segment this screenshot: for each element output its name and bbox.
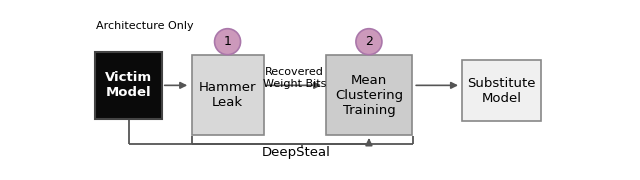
FancyBboxPatch shape	[462, 60, 541, 121]
Text: 2: 2	[365, 35, 373, 48]
Text: DeepSteal: DeepSteal	[261, 146, 330, 159]
Text: Mean
Clustering
Training: Mean Clustering Training	[335, 74, 403, 117]
Text: Recovered
Weight Bits: Recovered Weight Bits	[263, 67, 326, 89]
FancyBboxPatch shape	[326, 55, 412, 135]
Text: Hammer
Leak: Hammer Leak	[199, 81, 256, 109]
Text: Victim
Model: Victim Model	[105, 71, 152, 99]
FancyBboxPatch shape	[95, 52, 162, 119]
Ellipse shape	[214, 29, 241, 55]
Text: Architecture Only: Architecture Only	[96, 21, 193, 31]
Ellipse shape	[356, 29, 382, 55]
FancyBboxPatch shape	[191, 55, 264, 135]
Text: Substitute
Model: Substitute Model	[467, 77, 536, 105]
Text: 1: 1	[223, 35, 232, 48]
